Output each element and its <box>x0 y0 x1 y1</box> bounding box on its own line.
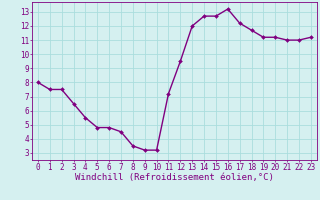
X-axis label: Windchill (Refroidissement éolien,°C): Windchill (Refroidissement éolien,°C) <box>75 173 274 182</box>
